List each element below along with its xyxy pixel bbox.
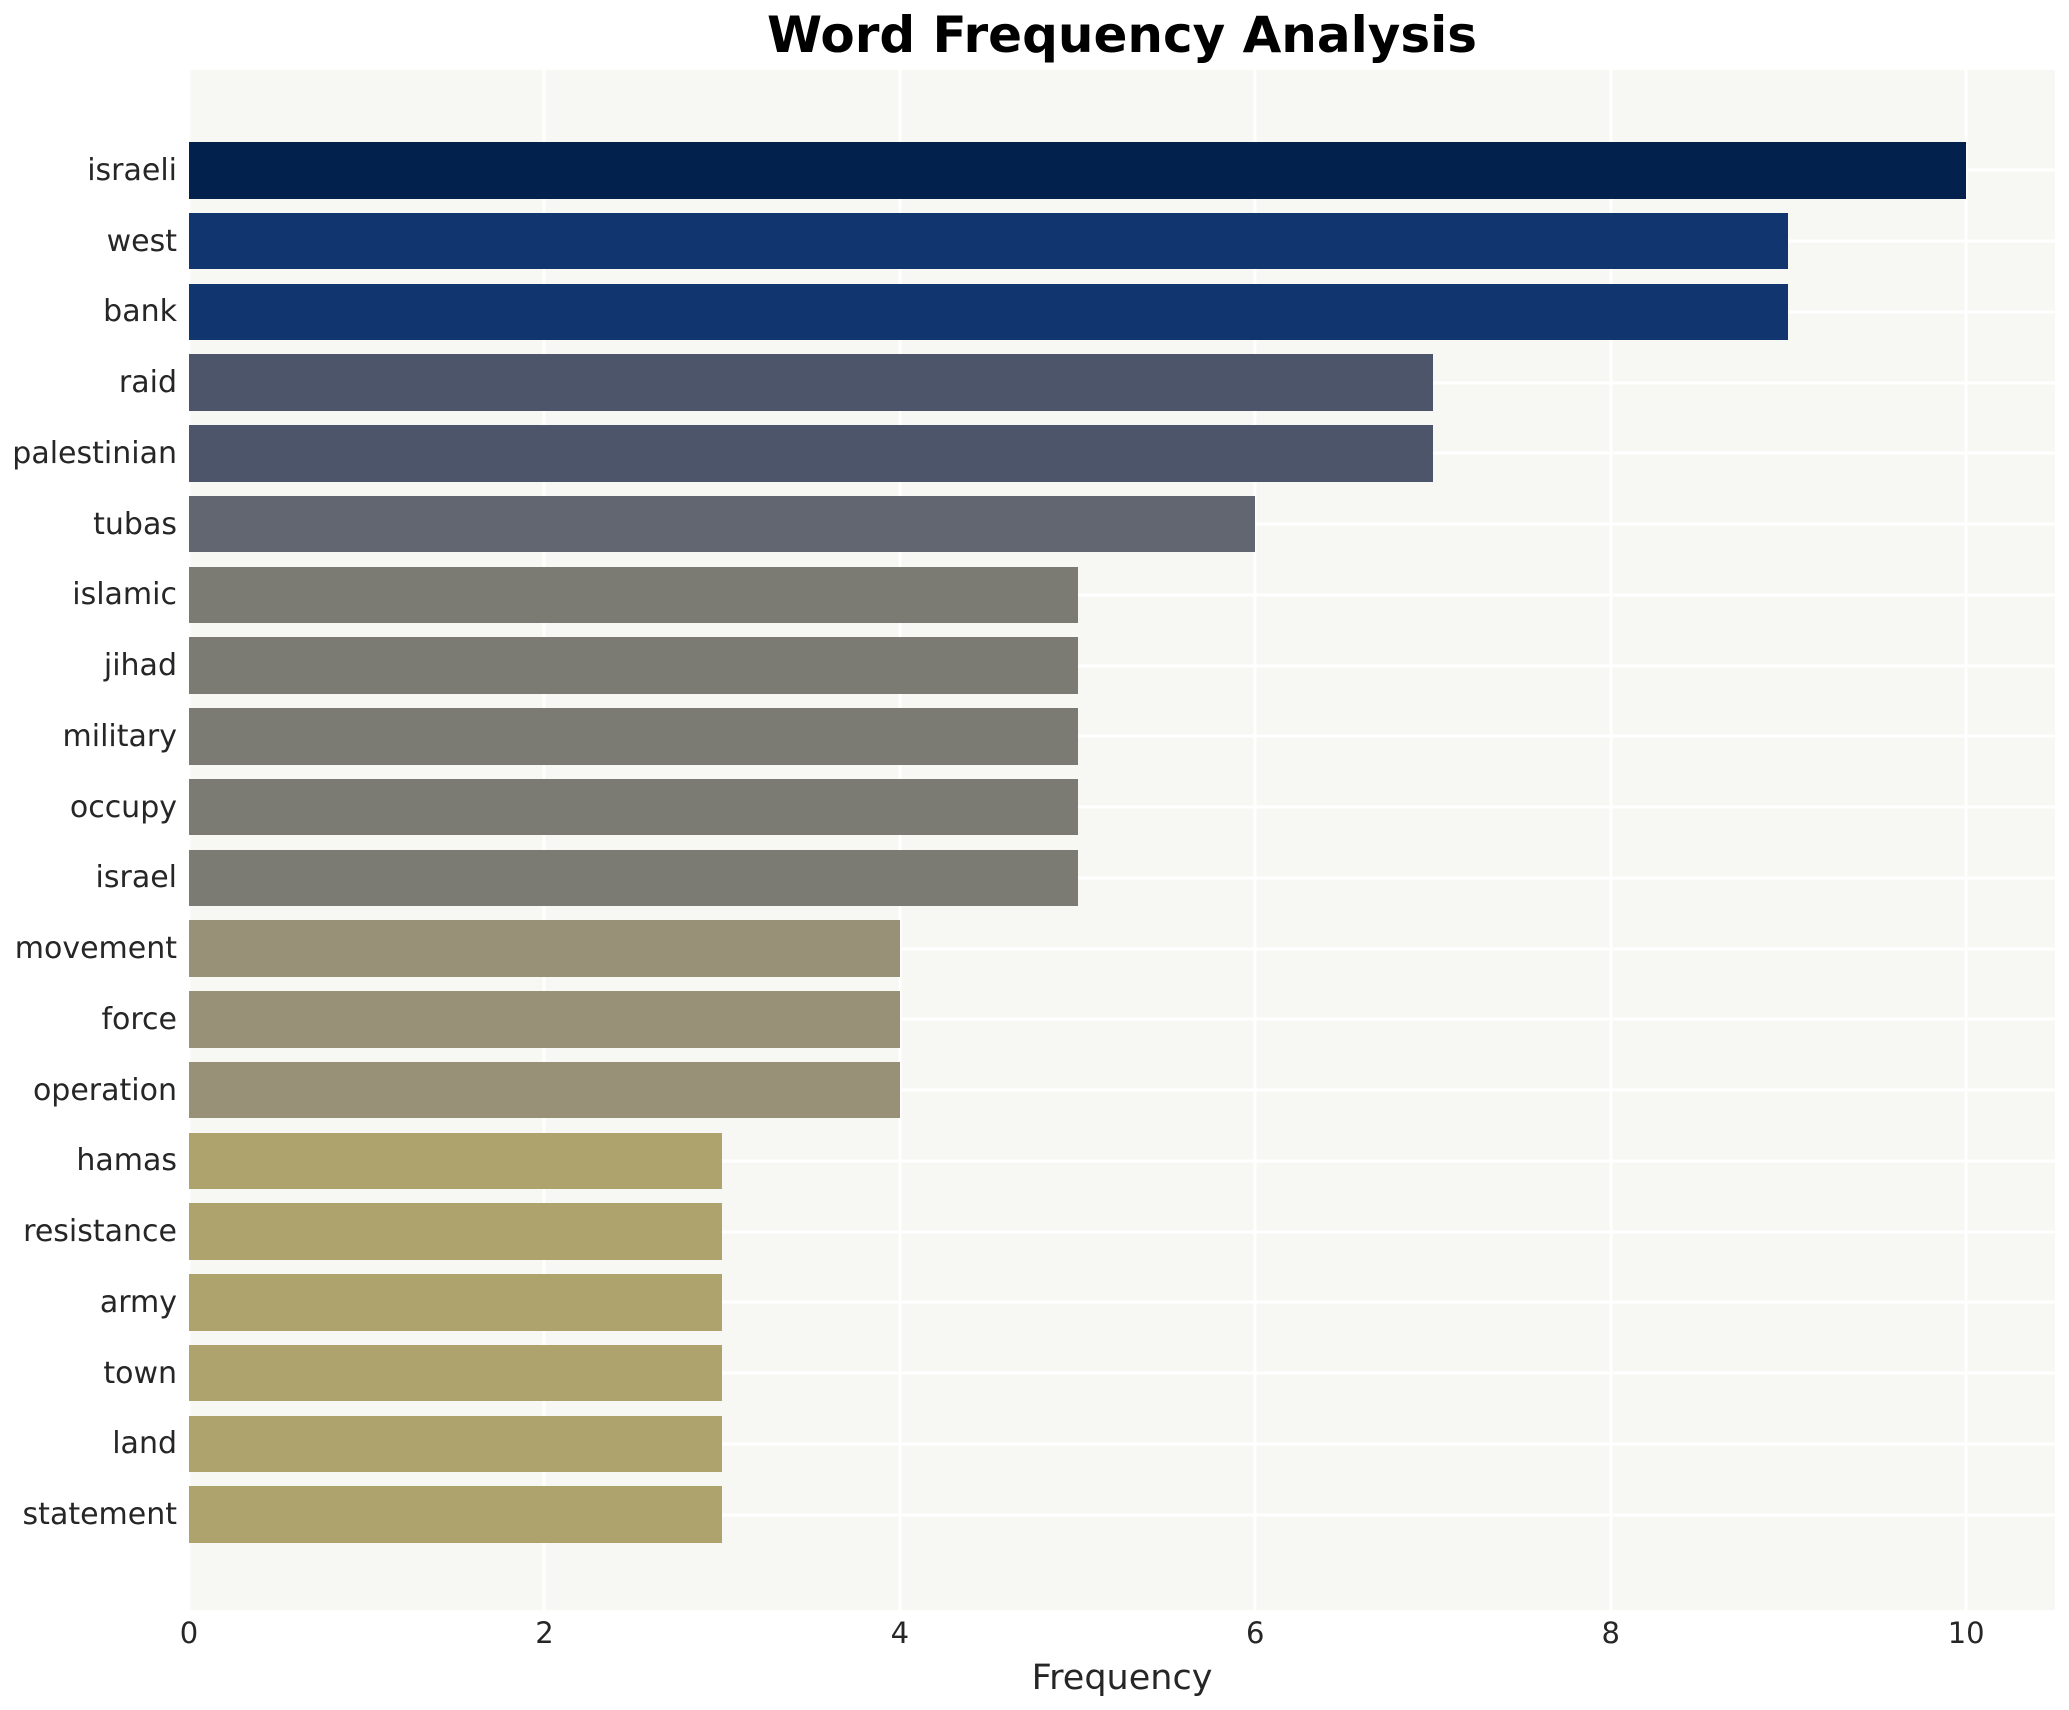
bar-force	[189, 991, 900, 1048]
y-tick-label-bank: bank	[103, 294, 177, 330]
y-gridline	[189, 1442, 2055, 1446]
bar-town	[189, 1344, 723, 1402]
y-gridline	[189, 1371, 2055, 1375]
bar-military	[189, 708, 1078, 765]
bar-row-land	[189, 1409, 2055, 1480]
y-gridline	[189, 1513, 2055, 1517]
y-gridline	[189, 876, 2055, 880]
bar-operation	[189, 1061, 900, 1119]
x-tick-label-10: 10	[1947, 1616, 1985, 1650]
bar-row-force	[189, 984, 2055, 1055]
y-axis-labels: israeli west bank raid palestinian tubas islam…	[0, 135, 177, 1550]
bar-tubas	[189, 495, 1256, 553]
bar-resistance	[189, 1203, 723, 1260]
y-gridline	[189, 947, 2055, 951]
bar-row-israel	[189, 843, 2055, 914]
x-tick-label-2: 2	[535, 1616, 554, 1650]
y-tick-label-military: military	[62, 718, 177, 754]
bar-row-israeli	[189, 135, 2055, 206]
bars-container	[189, 135, 2055, 1550]
bar-row-islamic	[189, 560, 2055, 631]
bar-row-operation	[189, 1055, 2055, 1126]
y-tick-label-palestinian: palestinian	[12, 435, 177, 471]
bar-land	[189, 1415, 723, 1473]
x-tick-label-8: 8	[1601, 1616, 1620, 1650]
y-tick-label-hamas: hamas	[76, 1143, 177, 1179]
bar-raid	[189, 354, 1433, 411]
bar-row-army	[189, 1267, 2055, 1338]
y-tick-label-statement: statement	[22, 1497, 177, 1533]
bar-row-statement	[189, 1479, 2055, 1550]
x-gridline-8	[1609, 70, 1613, 1610]
y-gridline	[189, 734, 2055, 738]
x-tick-label-6: 6	[1246, 1616, 1265, 1650]
bar-statement	[189, 1486, 723, 1543]
y-gridline	[189, 1300, 2055, 1304]
y-gridline	[189, 1159, 2055, 1163]
y-tick-label-israeli: israeli	[87, 152, 177, 188]
y-tick-label-raid: raid	[118, 365, 177, 401]
x-gridline-10	[1964, 70, 1968, 1610]
bar-row-occupy	[189, 772, 2055, 843]
x-tick-label-0: 0	[179, 1616, 199, 1650]
x-tick-label-4: 4	[890, 1616, 910, 1650]
bar-army	[189, 1274, 723, 1331]
bar-row-military	[189, 701, 2055, 772]
bar-row-jihad	[189, 630, 2055, 701]
y-tick-label-resistance: resistance	[23, 1214, 177, 1250]
plot-area	[187, 70, 2055, 1610]
y-tick-label-tubas: tubas	[93, 506, 177, 542]
bar-row-movement	[189, 913, 2055, 984]
y-tick-label-israel: israel	[95, 860, 177, 896]
bar-israeli	[189, 142, 1967, 199]
x-gridline-2	[542, 70, 546, 1610]
y-tick-label-town: town	[103, 1355, 177, 1391]
x-gridline-4	[898, 70, 902, 1610]
x-gridline-0	[187, 70, 191, 1610]
y-gridline	[189, 664, 2055, 668]
y-gridline	[189, 1088, 2055, 1092]
bar-row-hamas	[189, 1126, 2055, 1197]
y-tick-label-operation: operation	[32, 1072, 177, 1108]
bar-bank	[189, 283, 1789, 341]
y-gridline	[189, 1017, 2055, 1021]
bar-jihad	[189, 637, 1078, 694]
bar-row-town	[189, 1338, 2055, 1409]
bar-occupy	[189, 778, 1078, 836]
y-gridline	[189, 805, 2055, 809]
y-tick-label-jihad: jihad	[103, 648, 177, 684]
x-axis-ticks: 0 2 4 6 8 10	[180, 1616, 2055, 1656]
bar-row-bank	[189, 277, 2055, 348]
y-tick-label-occupy: occupy	[69, 789, 177, 825]
bar-row-raid	[189, 347, 2055, 418]
y-gridline	[189, 1230, 2055, 1234]
bar-west	[189, 212, 1789, 270]
bar-hamas	[189, 1132, 723, 1190]
y-tick-label-movement: movement	[14, 931, 177, 967]
bar-row-west	[189, 206, 2055, 277]
y-tick-label-islamic: islamic	[72, 577, 177, 613]
y-tick-label-west: west	[106, 223, 177, 259]
x-gridline-6	[1253, 70, 1257, 1610]
bar-islamic	[189, 566, 1078, 624]
bar-row-palestinian	[189, 418, 2055, 489]
bar-movement	[189, 920, 900, 977]
y-tick-label-land: land	[112, 1426, 177, 1462]
y-tick-label-force: force	[101, 1001, 177, 1037]
chart-title: Word Frequency Analysis	[766, 6, 1478, 64]
bar-palestinian	[189, 425, 1433, 482]
x-axis-title: Frequency	[1031, 1658, 1213, 1698]
bar-row-tubas	[189, 489, 2055, 560]
bar-israel	[189, 849, 1078, 907]
y-gridline	[189, 593, 2055, 597]
y-tick-label-army: army	[99, 1284, 177, 1320]
bar-row-resistance	[189, 1196, 2055, 1267]
